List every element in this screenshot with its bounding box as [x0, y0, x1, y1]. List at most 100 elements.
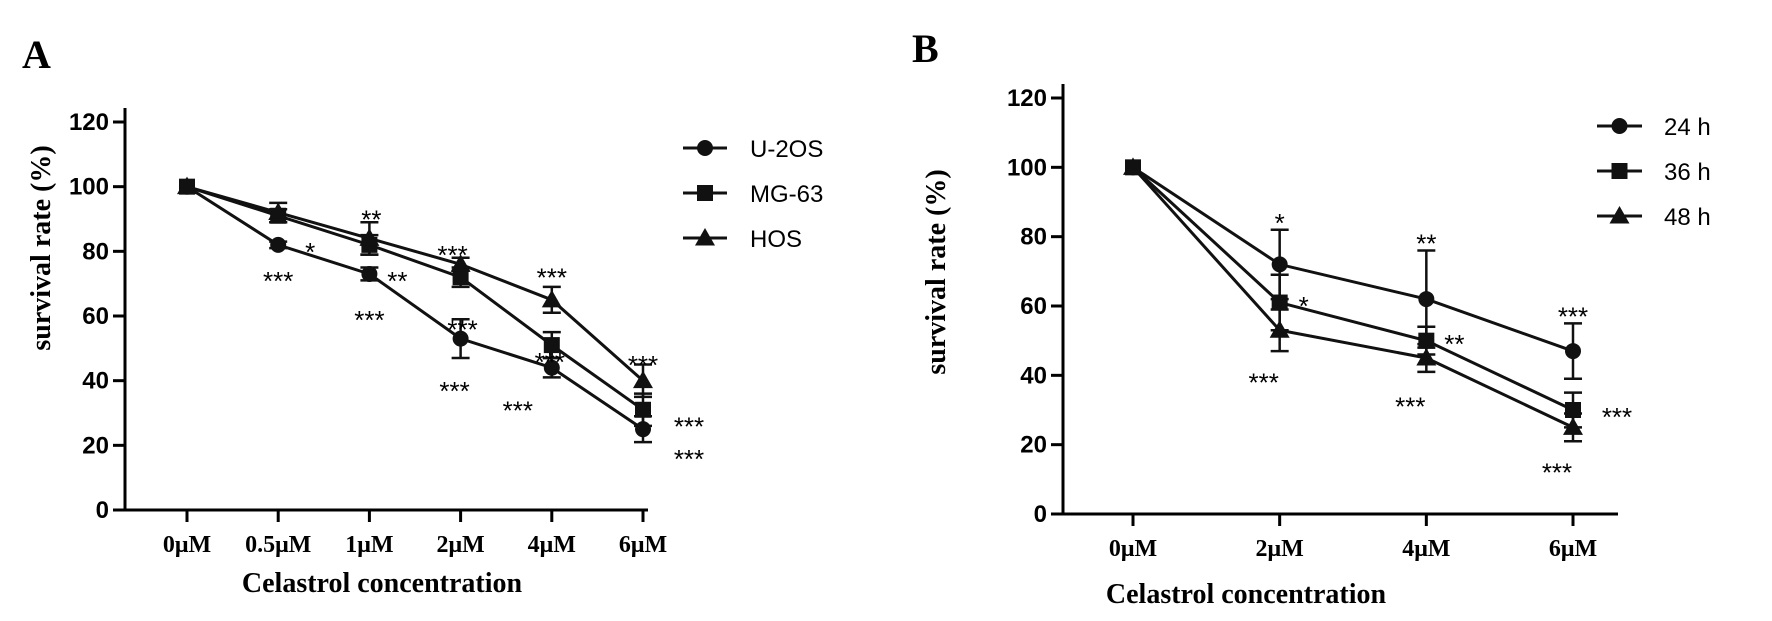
x-tick-label: 0μM — [1109, 536, 1157, 562]
series-lines-b — [1131, 166, 1574, 429]
x-tick-label: 6μM — [1549, 536, 1597, 562]
legend-marker-square — [1611, 163, 1628, 179]
data-point-circle — [1418, 291, 1435, 308]
x-tick-label: 2μM — [436, 532, 484, 558]
legend-label: MG-63 — [750, 181, 823, 208]
x-tick-label: 6μM — [619, 532, 667, 558]
y-tick-label: 20 — [82, 432, 109, 459]
significance-label: *** — [354, 305, 384, 335]
data-points-b — [1123, 157, 1583, 435]
data-point-square — [1565, 402, 1581, 418]
significance-label: *** — [1248, 367, 1278, 397]
data-point-circle — [635, 421, 651, 438]
x-tick-label: 0μM — [163, 532, 211, 558]
legend-marker-circle — [697, 140, 713, 156]
data-points-a — [177, 176, 653, 438]
legend-b: 24 h 36 h 48 h — [1597, 114, 1711, 231]
data-point-triangle — [1123, 157, 1143, 175]
y-tick-label: 60 — [1020, 293, 1047, 320]
series-line-square — [1131, 166, 1574, 412]
y-tick-label: 60 — [82, 303, 109, 330]
significance-label: * — [305, 237, 315, 267]
x-axis-title-a: Celastrol concentration — [242, 568, 523, 599]
significance-label: *** — [535, 347, 565, 377]
axes-b — [1061, 84, 1618, 516]
series-line-square — [186, 185, 644, 411]
y-tick-label: 120 — [69, 109, 109, 136]
legend-label: HOS — [750, 226, 802, 253]
data-point-triangle — [450, 254, 471, 272]
data-point-triangle — [633, 370, 653, 389]
y-tick-label: 100 — [69, 174, 109, 201]
x-tick-label: 2μM — [1256, 536, 1304, 562]
significance-label: *** — [503, 395, 533, 425]
significance-label: *** — [437, 240, 467, 270]
data-point-circle — [1565, 343, 1581, 360]
data-point-triangle — [1416, 348, 1437, 366]
significance-label: ** — [361, 205, 381, 235]
legend-marker-circle — [1611, 118, 1628, 134]
series-lines-a — [186, 185, 644, 431]
chart-panel-b: B survival rate (%) Celastrol concentrat… — [912, 26, 1711, 610]
y-tick-label: 80 — [1020, 224, 1047, 251]
legend-label: 36 h — [1664, 159, 1711, 186]
data-point-circle — [270, 236, 287, 253]
chart-panel-a: A survival rate (%) Celastrol concentrat… — [22, 32, 823, 599]
data-point-triangle — [177, 176, 197, 195]
data-point-circle — [1271, 256, 1288, 273]
significance-label: *** — [674, 444, 704, 474]
axes-a — [123, 108, 648, 512]
series-line-circle — [186, 185, 644, 431]
panel-label-b: B — [912, 26, 939, 71]
ticks-a: 0 20 40 60 80 100 120 0μM 0.5μM 1μM 2μM 4μM 6μM — [69, 109, 667, 558]
series-line-triangle — [186, 185, 644, 382]
legend-a: U-2OS MG-63 HOS — [683, 136, 823, 253]
y-axis-title-b: survival rate (%) — [921, 169, 952, 374]
data-point-circle — [452, 330, 469, 347]
y-tick-label: 20 — [1020, 432, 1047, 459]
data-point-square — [635, 401, 651, 418]
ticks-b: 0 20 40 60 80 100 120 0μM 2μM 4μM 6μM — [1007, 85, 1597, 562]
legend-marker-triangle — [695, 228, 715, 246]
significance-label: ** — [1416, 229, 1436, 259]
x-tick-label: 4μM — [528, 532, 576, 558]
data-point-square — [452, 269, 469, 286]
x-tick-label: 0.5μM — [245, 532, 311, 558]
data-point-triangle — [268, 202, 289, 221]
significance-label: *** — [447, 314, 477, 344]
significance-label: *** — [263, 266, 293, 296]
significance-label: *** — [439, 376, 469, 406]
data-point-triangle — [1563, 417, 1583, 435]
significance-label: ** — [387, 266, 407, 296]
legend-marker-square — [697, 185, 713, 201]
y-tick-label: 0 — [1034, 501, 1047, 528]
data-point-square — [1418, 332, 1435, 349]
y-tick-label: 0 — [96, 497, 109, 524]
significance-label: * — [1299, 291, 1309, 321]
significance-label: *** — [628, 350, 658, 380]
y-tick-label: 40 — [1020, 362, 1047, 389]
series-line-triangle — [1131, 166, 1574, 429]
x-tick-label: 4μM — [1402, 536, 1450, 562]
data-point-circle — [361, 265, 378, 282]
x-tick-label: 1μM — [345, 532, 393, 558]
significance-label: ** — [1444, 329, 1464, 359]
significance-labels-a: ************************************** — [263, 205, 704, 474]
significance-label: *** — [1602, 402, 1632, 432]
significance-label: *** — [537, 263, 567, 293]
data-point-triangle — [1269, 320, 1290, 338]
y-tick-label: 80 — [82, 238, 109, 265]
y-tick-label: 100 — [1007, 154, 1047, 181]
data-point-square — [1271, 294, 1288, 311]
data-point-triangle — [541, 289, 562, 308]
significance-label: * — [1275, 208, 1285, 238]
y-tick-label: 120 — [1007, 85, 1047, 112]
significance-labels-b: ********************* — [1248, 208, 1632, 488]
significance-label: *** — [1542, 457, 1572, 487]
significance-label: *** — [1395, 392, 1425, 422]
data-point-circle — [543, 359, 560, 376]
x-axis-title-b: Celastrol concentration — [1106, 579, 1387, 610]
y-axis-title-a: survival rate (%) — [26, 145, 57, 350]
data-point-square — [543, 337, 560, 354]
